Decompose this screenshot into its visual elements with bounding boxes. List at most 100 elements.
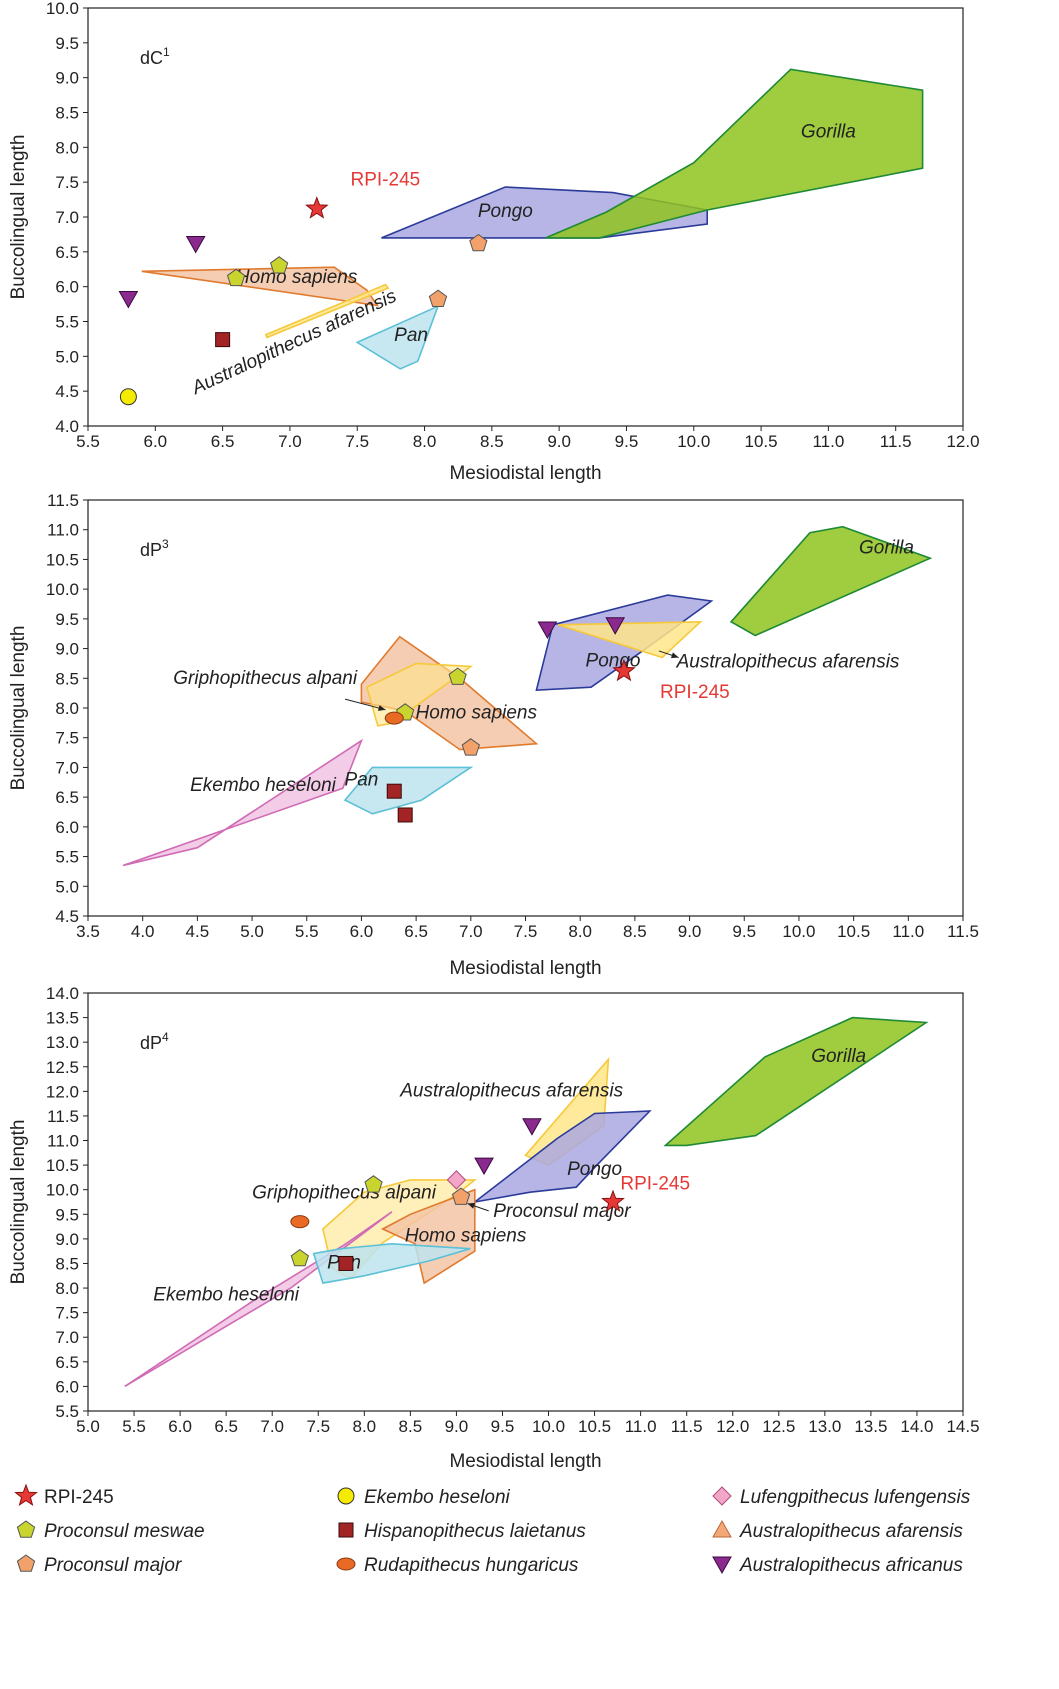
x-tick-label: 7.5	[306, 1417, 330, 1436]
y-tick-label: 10.5	[46, 1156, 79, 1175]
x-tick-label: 5.0	[240, 922, 264, 941]
y-tick-label: 8.5	[55, 104, 79, 123]
data-point-australopithecus-africanus	[537, 621, 558, 639]
y-axis-title: Buccolingual length	[8, 626, 29, 791]
x-tick-label: 6.0	[350, 922, 374, 941]
x-tick-label: 8.5	[399, 1417, 423, 1436]
y-tick-label: 6.0	[55, 278, 79, 297]
rpi-245-label: RPI-245	[620, 1174, 690, 1195]
x-tick-label: 8.0	[568, 922, 592, 941]
legend-item-rpi-245: RPI-245	[14, 1483, 114, 1508]
panel-label: dP3	[140, 537, 169, 560]
x-tick-label: 10.5	[578, 1417, 611, 1436]
x-tick-label: 12.5	[762, 1417, 795, 1436]
x-tick-label: 8.0	[413, 432, 437, 451]
x-tick-label: 5.5	[122, 1417, 146, 1436]
y-tick-label: 5.5	[55, 313, 79, 332]
region-label-gorilla: Gorilla	[811, 1046, 866, 1067]
x-tick-label: 6.5	[211, 432, 235, 451]
chart-panel-2: 3.5 4.0 4.5 5.0 5.5 6.0 6.5 7.0 7.5 8.0 8.5 9.0 9.5 1…	[8, 491, 979, 979]
x-tick-label: 9.5	[615, 432, 639, 451]
legend-item-hispanopithecus-laietanus: Hispanopithecus laietanus	[338, 1521, 586, 1542]
x-tick-label: 9.5	[732, 922, 756, 941]
x-axis-title: Mesiodistal length	[449, 1451, 601, 1472]
data-point-proconsul-meswae	[364, 1175, 383, 1193]
y-tick-label: 6.0	[55, 1377, 79, 1396]
y-tick-label: 13.5	[46, 1009, 79, 1028]
legend-label: Australopithecus afarensis	[739, 1521, 963, 1542]
x-tick-label: 14.0	[900, 1417, 933, 1436]
data-point-australopithecus-africanus	[474, 1157, 494, 1176]
rpi-245-label: RPI-245	[660, 682, 730, 703]
x-tick-label: 11.5	[947, 922, 979, 941]
y-tick-label: 8.5	[55, 669, 79, 688]
legend-item-australopithecus-afarensis: Australopithecus afarensis	[712, 1519, 963, 1542]
region-ekembo-heseloni	[124, 1211, 393, 1388]
x-tick-label: 7.5	[345, 432, 369, 451]
x-tick-label: 11.5	[880, 432, 912, 451]
region-label-pan: Pan	[394, 325, 428, 346]
legend-marker-ekembo-heseloni	[337, 1487, 355, 1505]
y-tick-label: 9.5	[55, 610, 79, 629]
legend: RPI-245 Ekembo heseloni Lufengpithecus luf…	[14, 1483, 971, 1576]
region-label-griphopithecus-alpani: Griphopithecus alpani	[173, 668, 358, 689]
data-point-proconsul-meswae	[226, 268, 246, 287]
rpi-245-label: RPI-245	[351, 170, 421, 191]
y-tick-label: 8.5	[55, 1254, 79, 1273]
region-label-ekembo-heseloni: Ekembo heseloni	[190, 775, 337, 796]
plot-frame	[87, 992, 964, 1412]
data-point-australopithecus-africanus	[118, 291, 139, 309]
y-tick-label: 9.5	[55, 34, 79, 53]
region-gorilla	[545, 68, 924, 239]
x-tick-label: 10.0	[782, 922, 815, 941]
legend-marker-australopithecus-africanus	[712, 1556, 732, 1575]
x-tick-label: 14.5	[946, 1417, 979, 1436]
data-point-hispanopithecus-laietanus	[338, 1255, 354, 1271]
region-pan	[343, 766, 474, 815]
y-tick-label: 12.5	[46, 1058, 79, 1077]
x-tick-label: 10.0	[677, 432, 710, 451]
y-tick-label: 10.0	[46, 1181, 79, 1200]
y-tick-label: 13.0	[46, 1033, 79, 1052]
region-label-pongo: Pongo	[478, 201, 533, 222]
y-tick-label: 5.0	[55, 877, 79, 896]
region-gorilla	[729, 525, 933, 637]
data-point-proconsul-meswae	[290, 1248, 309, 1267]
x-tick-label: 7.0	[260, 1417, 284, 1436]
x-tick-label: 13.5	[854, 1417, 887, 1436]
x-tick-label: 5.0	[76, 1417, 100, 1436]
x-tick-label: 9.5	[491, 1417, 515, 1436]
label-arrow-head	[378, 705, 386, 711]
y-axis-title: Buccolingual length	[8, 1120, 29, 1285]
x-tick-label: 9.0	[445, 1417, 469, 1436]
y-tick-label: 6.5	[55, 788, 79, 807]
region-homo-sapiens	[380, 1188, 476, 1285]
y-tick-label: 7.5	[55, 173, 79, 192]
y-tick-label: 7.0	[55, 1328, 79, 1347]
x-tick-label: 6.0	[168, 1417, 192, 1436]
panel-label-superscript: 1	[163, 45, 170, 59]
data-point-proconsul-major	[461, 738, 480, 756]
data-point-rpi-245	[601, 1189, 625, 1213]
data-point-proconsul-major	[469, 233, 488, 252]
legend-label: Rudapithecus hungaricus	[364, 1555, 579, 1576]
data-point-hispanopithecus-laietanus	[397, 807, 413, 823]
annotation-proconsul-major: Proconsul major	[493, 1201, 631, 1222]
legend-label: Australopithecus africanus	[739, 1555, 963, 1576]
y-tick-label: 6.5	[55, 243, 79, 262]
y-tick-label: 5.0	[55, 347, 79, 366]
panel-label-superscript: 4	[162, 1030, 169, 1044]
legend-item-ekembo-heseloni: Ekembo heseloni	[337, 1487, 511, 1508]
x-tick-label: 9.0	[678, 922, 702, 941]
region-label-australopithecus-afarensis: Australopithecus afarensis	[399, 1080, 623, 1101]
label-arrow-head	[467, 1202, 476, 1209]
legend-label: Proconsul major	[44, 1555, 182, 1576]
data-point-australopithecus-africanus	[185, 235, 206, 254]
data-point-rudapithecus-hungaricus	[290, 1215, 310, 1229]
legend-item-rudapithecus-hungaricus: Rudapithecus hungaricus	[336, 1555, 579, 1576]
region-label-homo-sapiens: Homo sapiens	[236, 267, 358, 288]
region-australopithecus-afarensis	[264, 283, 390, 339]
y-tick-label: 10.0	[46, 580, 79, 599]
label-arrow-head	[671, 652, 679, 659]
data-point-hispanopithecus-laietanus	[215, 332, 231, 348]
